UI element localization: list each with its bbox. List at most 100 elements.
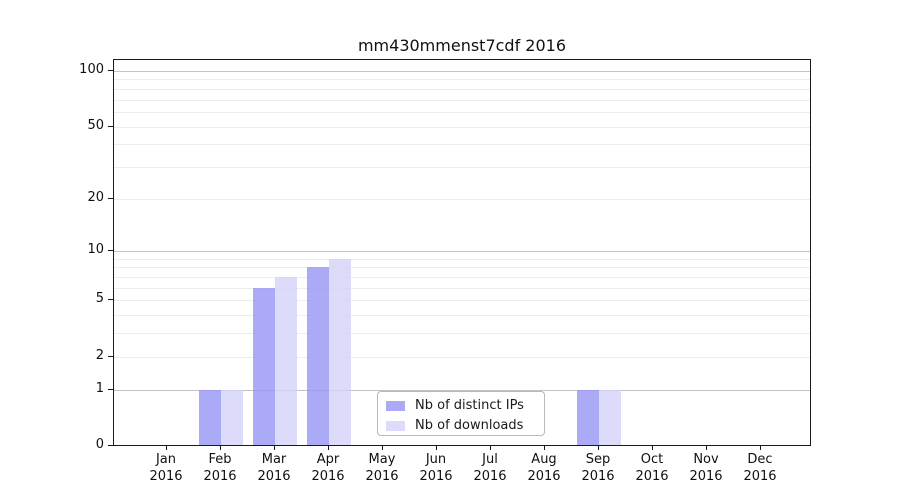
plot-area bbox=[113, 59, 811, 446]
x-tick-month: Apr bbox=[316, 452, 340, 467]
gridline-minor bbox=[114, 315, 810, 317]
y-tick-mark bbox=[108, 356, 113, 357]
x-tick-year: 2016 bbox=[527, 469, 561, 484]
legend-item-downloads: Nb of downloads bbox=[386, 417, 544, 434]
x-tick-label: May 2016 bbox=[350, 451, 414, 485]
gridline-minor bbox=[114, 267, 810, 269]
x-tick-month: Jul bbox=[482, 452, 498, 467]
gridline-minor bbox=[114, 258, 810, 260]
legend: Nb of distinct IPs Nb of downloads bbox=[377, 391, 545, 436]
y-tick-label: 0 bbox=[95, 437, 104, 452]
gridline-minor bbox=[114, 99, 810, 101]
y-tick-mark bbox=[108, 70, 113, 71]
chart-title: mm430mmenst7cdf 2016 bbox=[357, 36, 567, 55]
y-tick-label: 10 bbox=[87, 242, 104, 258]
x-tick-year: 2016 bbox=[419, 469, 453, 484]
x-tick-mark bbox=[328, 446, 329, 450]
y-tick-label: 1 bbox=[95, 380, 104, 396]
x-tick-month: Oct bbox=[640, 452, 664, 467]
x-tick-month: Nov bbox=[693, 452, 719, 467]
x-tick-mark bbox=[652, 446, 653, 450]
legend-swatch-downloads bbox=[386, 420, 405, 431]
x-tick-mark bbox=[706, 446, 707, 450]
gridline-minor bbox=[114, 111, 810, 113]
gridline-minor bbox=[114, 356, 810, 358]
x-tick-month: Mar bbox=[261, 452, 287, 467]
bar-feb-downloads bbox=[221, 389, 243, 445]
y-tick-mark bbox=[108, 126, 113, 127]
y-tick-mark bbox=[108, 250, 113, 251]
x-tick-mark bbox=[166, 446, 167, 450]
x-tick-year: 2016 bbox=[635, 469, 669, 484]
gridline-minor bbox=[114, 300, 810, 302]
x-tick-label: Sep 2016 bbox=[566, 451, 630, 485]
gridline-minor bbox=[114, 144, 810, 146]
x-tick-year: 2016 bbox=[203, 469, 237, 484]
x-tick-label: Jun 2016 bbox=[404, 451, 468, 485]
x-tick-label: Feb 2016 bbox=[188, 451, 252, 485]
x-tick-year: 2016 bbox=[365, 469, 399, 484]
x-tick-month: Dec bbox=[747, 452, 773, 467]
gridline-major bbox=[114, 389, 810, 391]
gridline-major bbox=[114, 251, 810, 253]
x-tick-mark bbox=[274, 446, 275, 450]
bar-sep-downloads bbox=[599, 389, 621, 445]
x-tick-year: 2016 bbox=[149, 469, 183, 484]
x-tick-month: Sep bbox=[585, 452, 611, 467]
bar-sep-distinct-ips bbox=[577, 389, 599, 445]
y-tick-label: 5 bbox=[95, 291, 104, 307]
y-tick-label: 50 bbox=[87, 117, 104, 133]
x-tick-label: Aug 2016 bbox=[512, 451, 576, 485]
x-tick-year: 2016 bbox=[743, 469, 777, 484]
legend-label-distinct-ips: Nb of distinct IPs bbox=[415, 398, 524, 413]
x-tick-label: Mar 2016 bbox=[242, 451, 306, 485]
x-tick-year: 2016 bbox=[473, 469, 507, 484]
gridline-minor bbox=[114, 277, 810, 279]
bar-mar-downloads bbox=[275, 277, 297, 445]
x-tick-month: Feb bbox=[208, 452, 232, 467]
x-tick-mark bbox=[760, 446, 761, 450]
x-tick-label: Dec 2016 bbox=[728, 451, 792, 485]
legend-label-downloads: Nb of downloads bbox=[415, 418, 524, 433]
bar-apr-distinct-ips bbox=[307, 267, 329, 445]
y-tick-label: 100 bbox=[79, 62, 104, 77]
x-tick-month: Jun bbox=[425, 452, 447, 467]
gridline-minor bbox=[114, 166, 810, 168]
x-tick-month: May bbox=[368, 452, 396, 467]
legend-item-distinct-ips: Nb of distinct IPs bbox=[386, 397, 544, 414]
gridline-minor bbox=[114, 287, 810, 289]
gridline-minor bbox=[114, 88, 810, 90]
bar-apr-downloads bbox=[329, 258, 351, 445]
y-tick-mark bbox=[108, 299, 113, 300]
x-tick-year: 2016 bbox=[257, 469, 291, 484]
bar-feb-distinct-ips bbox=[199, 389, 221, 445]
y-tick-mark bbox=[108, 198, 113, 199]
x-tick-mark bbox=[382, 446, 383, 450]
x-tick-mark bbox=[598, 446, 599, 450]
x-tick-mark bbox=[436, 446, 437, 450]
x-tick-label: Nov 2016 bbox=[674, 451, 738, 485]
gridline-minor bbox=[114, 198, 810, 200]
x-tick-year: 2016 bbox=[581, 469, 615, 484]
x-tick-label: Jan 2016 bbox=[134, 451, 198, 485]
gridline-minor bbox=[114, 79, 810, 81]
x-tick-mark bbox=[544, 446, 545, 450]
bar-mar-distinct-ips bbox=[253, 287, 275, 445]
legend-swatch-distinct-ips bbox=[386, 400, 405, 411]
x-tick-month: Aug bbox=[531, 452, 557, 467]
x-tick-mark bbox=[220, 446, 221, 450]
x-tick-mark bbox=[490, 446, 491, 450]
x-tick-label: Apr 2016 bbox=[296, 451, 360, 485]
x-tick-month: Jan bbox=[155, 452, 177, 467]
x-tick-label: Jul 2016 bbox=[458, 451, 522, 485]
x-tick-label: Oct 2016 bbox=[620, 451, 684, 485]
gridline-minor bbox=[114, 126, 810, 128]
gridline-major bbox=[114, 71, 810, 72]
y-tick-mark bbox=[108, 445, 113, 446]
y-tick-label: 20 bbox=[87, 189, 104, 205]
gridline-minor bbox=[114, 333, 810, 335]
y-tick-label: 2 bbox=[95, 347, 104, 363]
x-tick-year: 2016 bbox=[311, 469, 345, 484]
x-tick-year: 2016 bbox=[689, 469, 723, 484]
